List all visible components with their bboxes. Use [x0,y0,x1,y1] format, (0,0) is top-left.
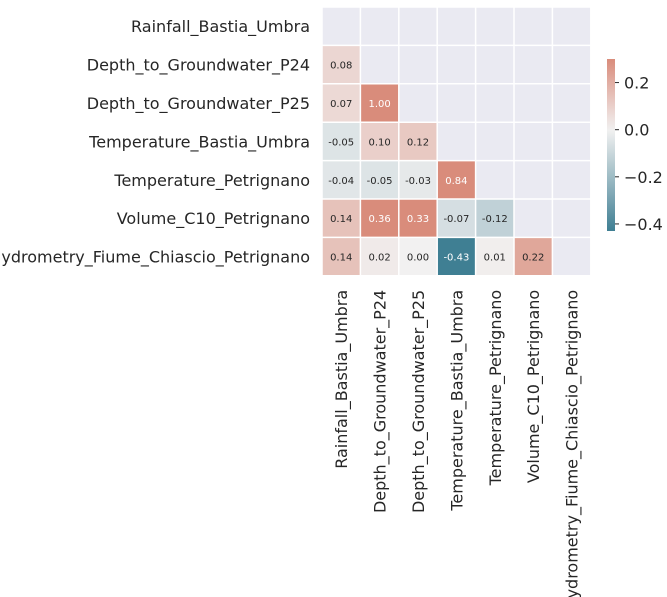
x-tick-label: Hydrometry_Fiume_Chiascio_Petrignano [563,290,583,597]
heatmap-cell [437,160,476,199]
heatmap-cell [398,122,438,161]
heatmap-cell [360,122,399,161]
cell-value-label: -0.12 [482,214,508,225]
y-tick-label: Volume_C10_Petrignano [117,209,310,229]
cell-value-label: 0.33 [407,214,429,225]
cell-value-label: -0.05 [328,137,354,148]
y-tick-label: Hydrometry_Fiume_Chiascio_Petrignano [0,248,310,268]
colorbar-tick-label: 0.0 [624,121,649,140]
cell-value-label: 0.36 [368,214,390,225]
heatmap-cell [322,237,361,276]
cell-value-label: 1.00 [368,99,390,110]
x-tick-label: Depth_to_Groundwater_P25 [409,290,429,513]
cell-value-label: 0.01 [484,253,506,264]
x-tick-label: Depth_to_Groundwater_P24 [371,290,391,513]
cell-value-label: -0.43 [443,253,469,264]
x-tick-label: Temperature_Petrignano [486,290,506,487]
cell-value-label: 0.07 [330,99,352,110]
heatmap-cells [322,45,553,276]
cell-value-label: 0.02 [368,253,390,264]
heatmap-cell [514,237,553,276]
heatmap-cell [398,237,438,276]
colorbar: 0.2 0.0 −0.2 −0.4 [607,59,663,234]
x-tick-label: Volume_C10_Petrignano [524,290,544,483]
cell-value-label: 0.10 [368,137,390,148]
heatmap-cell [360,237,399,276]
x-tick-label: Rainfall_Bastia_Umbra [332,290,352,469]
heatmap-cell [322,199,361,238]
cell-value-label: 0.12 [407,137,429,148]
cell-value-label: -0.05 [367,176,393,187]
cell-value-label: 0.22 [522,253,544,264]
cell-value-label: 0.84 [445,176,467,187]
cell-value-label: 0.14 [330,253,352,264]
y-tick-label: Temperature_Bastia_Umbra [88,132,310,152]
heatmap-cell [360,83,399,123]
heatmap-cell [322,122,361,161]
colorbar-tick-label: 0.2 [624,74,649,93]
x-axis-tick-labels: Rainfall_Bastia_Umbra Depth_to_Groundwate… [332,290,582,597]
cell-value-label: 0.08 [330,61,352,72]
y-tick-label: Depth_to_Groundwater_P25 [87,94,310,114]
heatmap-cell [322,45,361,84]
x-tick-label: Temperature_Bastia_Umbra [447,290,467,512]
heatmap-cell [398,160,438,199]
cell-grid-lines [321,6,592,277]
cell-value-label: 0.00 [407,253,429,264]
y-axis-tick-labels: Rainfall_Bastia_Umbra Depth_to_Groundwate… [0,17,310,267]
heatmap-cell [437,237,476,276]
colorbar-gradient [607,59,615,231]
heatmap-cell [360,199,399,238]
heatmap-cell [437,199,476,238]
y-tick-label: Depth_to_Groundwater_P24 [87,56,310,76]
cell-value-label: -0.07 [443,214,469,225]
y-tick-label: Temperature_Petrignano [113,171,310,191]
y-tick-label: Rainfall_Bastia_Umbra [131,17,310,37]
heatmap-cell [398,199,438,238]
cell-value-labels: 0.08 0.07 1.00 -0.05 0.10 0.12 -0.04 -0.05 -0.03… [328,61,544,264]
heatmap-cell [360,160,399,199]
cell-value-label: 0.14 [330,214,352,225]
cell-value-label: -0.03 [405,176,431,187]
cell-value-label: -0.04 [328,176,354,187]
heatmap-cell [322,160,361,199]
heatmap-cell [322,83,361,123]
colorbar-tick-label: −0.2 [624,168,663,187]
heatmap-cell [475,237,514,276]
colorbar-tick-label: −0.4 [624,215,663,234]
heatmap-cell [475,199,514,238]
